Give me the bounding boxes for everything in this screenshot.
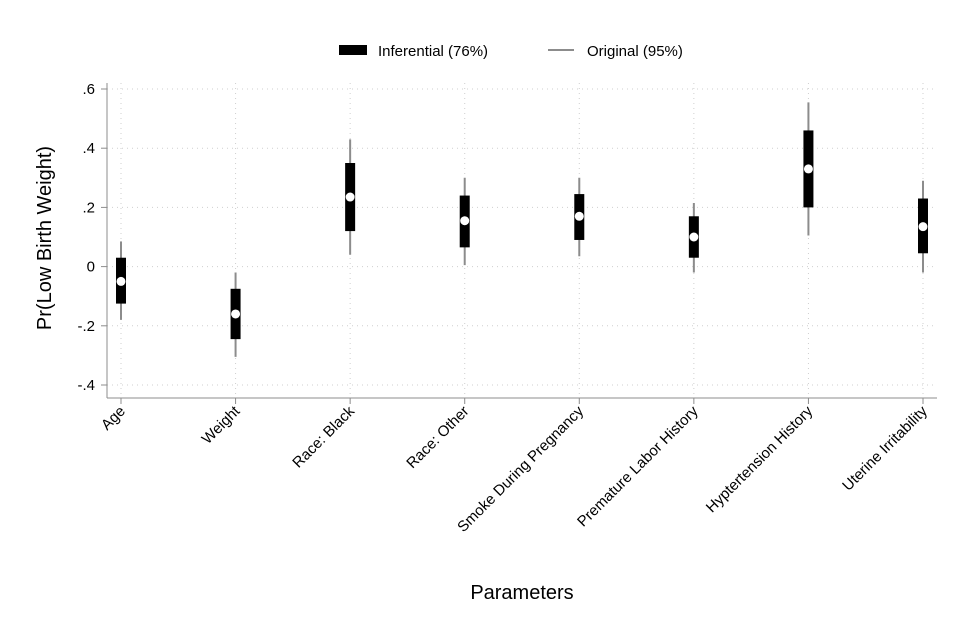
x-tick-label-smoke-during-pregnancy: Smoke During Pregnancy (454, 402, 587, 535)
point-estimate-hyptertension-history (803, 164, 813, 174)
y-tick-label: 0 (87, 259, 95, 276)
x-axis-title: Parameters (470, 582, 573, 604)
legend-swatch-inferential (339, 45, 367, 55)
x-tick-label-race-other: Race: Other (403, 403, 472, 472)
point-estimate-race-other (460, 216, 470, 226)
tick-labels: -.4 -.2 0 .2 .4 .6 Age Weight Race: Black Race: O… (77, 81, 931, 536)
axes (101, 83, 937, 404)
y-tick-label: .6 (82, 81, 95, 98)
x-tick-label-race-black: Race: Black (289, 402, 358, 471)
y-tick-label: -.4 (77, 377, 95, 394)
legend-label-inferential: Inferential (76%) (378, 43, 488, 60)
point-estimate-weight (231, 309, 241, 319)
x-tick-label-uterine-irritability: Uterine Irritability (839, 402, 931, 494)
point-estimate-race-black (345, 192, 355, 202)
legend-label-original: Original (95%) (587, 43, 683, 60)
point-estimate-premature-labor-history (689, 232, 699, 242)
x-tick-label-age: Age (98, 403, 129, 434)
point-estimate-age (116, 276, 126, 286)
x-tick-label-weight: Weight (199, 402, 244, 447)
plot-marks (116, 102, 928, 357)
point-estimate-uterine-irritability (918, 222, 928, 232)
grid (107, 83, 937, 398)
point-estimate-smoke-during-pregnancy (574, 211, 584, 221)
y-axis-title: Pr(Low Birth Weight) (34, 146, 56, 330)
legend: Inferential (76%) Original (95%) (339, 43, 683, 60)
x-tick-label-hyptertension-history: Hyptertension History (703, 402, 817, 516)
x-tick-label-premature-labor-history: Premature Labor History (574, 402, 702, 530)
y-tick-label: .2 (82, 199, 95, 216)
y-tick-label: .4 (82, 140, 95, 157)
y-tick-label: -.2 (77, 318, 95, 335)
